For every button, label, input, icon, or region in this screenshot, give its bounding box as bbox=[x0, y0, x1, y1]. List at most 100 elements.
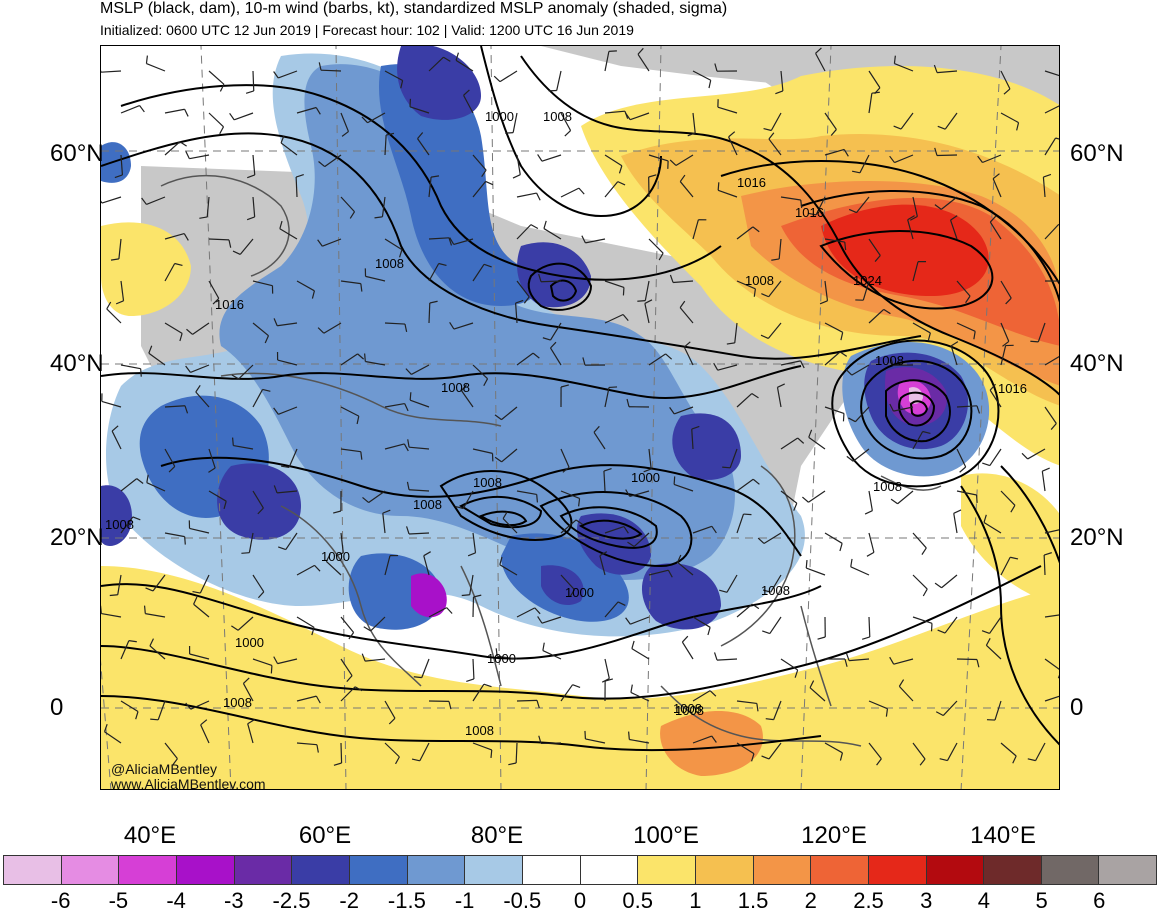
colorbar-tick-label: 6 bbox=[1093, 888, 1105, 914]
wind-barb-flag bbox=[1022, 453, 1028, 459]
colorbar-tick-label: 2.5 bbox=[853, 888, 884, 914]
wind-barb bbox=[990, 449, 1001, 466]
wind-barb-flag bbox=[802, 497, 808, 502]
wind-barb bbox=[321, 70, 341, 71]
isobar-label: 1024 bbox=[853, 273, 882, 288]
wind-barb bbox=[517, 700, 537, 701]
wind-barb-flag bbox=[505, 133, 513, 134]
lat-label-right-60n: 60°N bbox=[1070, 140, 1124, 168]
lat-label-right-20n: 20°N bbox=[1070, 524, 1124, 552]
colorbar-swatch bbox=[869, 856, 927, 884]
wind-barb bbox=[101, 71, 121, 72]
wind-barb bbox=[806, 568, 825, 575]
colorbar-swatch bbox=[581, 856, 639, 884]
wind-barb bbox=[341, 743, 342, 763]
wind-barb-flag bbox=[150, 719, 158, 720]
colorbar-swatch bbox=[696, 856, 754, 884]
lat-label-left-20n: 20°N bbox=[50, 524, 104, 552]
wind-barb-flag bbox=[233, 438, 234, 446]
wind-barb-flag bbox=[565, 131, 571, 137]
colorbar-swatch bbox=[177, 856, 235, 884]
wind-barb-flag bbox=[537, 494, 538, 502]
isobar-label: 1008 bbox=[761, 583, 790, 598]
lon-label-140e: 140°E bbox=[970, 822, 1036, 850]
wind-barb-flag bbox=[513, 175, 520, 178]
wind-barb bbox=[942, 575, 957, 588]
wind-barb bbox=[500, 71, 517, 82]
wind-barb-flag bbox=[1042, 468, 1049, 471]
wind-barb bbox=[913, 575, 927, 589]
colorbar-swatch bbox=[523, 856, 581, 884]
isobar-label: 1008 bbox=[745, 273, 774, 288]
wind-barb bbox=[557, 71, 561, 91]
isobar-label: 1000 bbox=[565, 585, 594, 600]
wind-barb bbox=[808, 491, 825, 502]
isobar-label: 1008 bbox=[375, 256, 404, 271]
isobar-label: 1000 bbox=[631, 470, 660, 485]
wind-barb bbox=[954, 513, 957, 533]
isobar-label: 1016 bbox=[215, 297, 244, 312]
wind-barb-flag bbox=[631, 685, 632, 693]
wind-barb-flag bbox=[110, 595, 118, 596]
colorbar-tick-label: 5 bbox=[1035, 888, 1047, 914]
isobar-label: 1008 bbox=[543, 109, 572, 124]
wind-barb-flag bbox=[537, 193, 541, 200]
colorbar-tick-label: -4 bbox=[166, 888, 186, 914]
lon-label-80e: 80°E bbox=[471, 822, 523, 850]
wind-barb-flag bbox=[220, 127, 224, 134]
colorbar-tick-label: -3 bbox=[224, 888, 244, 914]
wind-barb-flag bbox=[494, 76, 500, 81]
colorbar-tick-label: -1.5 bbox=[388, 888, 426, 914]
wind-barb-flag bbox=[466, 679, 474, 681]
wind-barb-flag bbox=[186, 151, 189, 158]
wind-barb-flag bbox=[101, 196, 102, 203]
isobar-label: 1000 bbox=[235, 635, 264, 650]
wind-barb bbox=[1042, 471, 1045, 491]
wind-barb bbox=[561, 188, 579, 197]
wind-barb-flag bbox=[146, 56, 147, 64]
wind-barb bbox=[851, 567, 869, 575]
wind-barb-flag bbox=[982, 463, 990, 466]
colorbar-tick-label: 1 bbox=[689, 888, 701, 914]
colorbar-tick-label: 1.5 bbox=[738, 888, 769, 914]
wind-barb bbox=[605, 659, 609, 679]
isobar-label: 1008 bbox=[675, 703, 704, 718]
wind-barb-flag bbox=[715, 652, 717, 660]
wind-barb bbox=[234, 113, 253, 120]
colorbar-swatch bbox=[4, 856, 62, 884]
wind-barb-flag bbox=[145, 606, 146, 614]
wind-barb-flag bbox=[806, 560, 807, 568]
wind-barb-flag bbox=[543, 643, 544, 651]
wind-barb-flag bbox=[843, 413, 844, 421]
chart-title: MSLP (black, dam), 10-m wind (barbs, kt)… bbox=[100, 0, 727, 18]
wind-barb-flag bbox=[538, 154, 542, 161]
wind-barb-flag bbox=[573, 685, 580, 688]
wind-barb-flag bbox=[241, 553, 249, 554]
wind-barb-flag bbox=[447, 608, 452, 614]
anomaly-colorbar bbox=[3, 855, 1157, 885]
isobar-label: 1008 bbox=[875, 353, 904, 368]
colorbar-tick-label: 4 bbox=[978, 888, 990, 914]
colorbar-swatch bbox=[1042, 856, 1100, 884]
wind-barb-flag bbox=[722, 467, 730, 468]
wind-barb bbox=[189, 155, 209, 159]
colorbar-tick-label: -5 bbox=[109, 888, 129, 914]
colorbar-tick-label: 0 bbox=[574, 888, 586, 914]
isobar-label: 1008 bbox=[105, 517, 134, 532]
wind-barb-flag bbox=[708, 627, 710, 635]
wind-barb-flag bbox=[891, 499, 898, 504]
colorbar-swatch bbox=[984, 856, 1042, 884]
wind-barb-flag bbox=[410, 392, 411, 400]
wind-barb bbox=[869, 617, 870, 637]
isobar-label: 1008 bbox=[413, 497, 442, 512]
wind-barb-flag bbox=[141, 369, 142, 377]
wind-barb-flag bbox=[246, 91, 254, 93]
isobar-label: 1008 bbox=[873, 479, 902, 494]
colorbar-swatch bbox=[1099, 856, 1156, 884]
wind-barb-flag bbox=[922, 548, 926, 555]
wind-barb bbox=[542, 155, 561, 161]
lat-label-right-40n: 40°N bbox=[1070, 350, 1124, 378]
colorbar-tick-label: -2.5 bbox=[273, 888, 311, 914]
wind-barb bbox=[869, 533, 874, 552]
